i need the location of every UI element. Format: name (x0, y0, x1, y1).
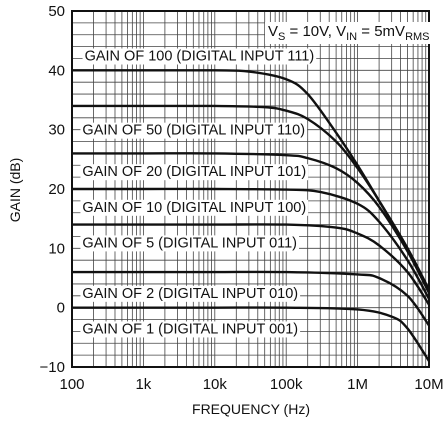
plot-frame (71, 10, 430, 368)
test-conditions-background (265, 22, 433, 44)
x-tick-label: 10M (414, 376, 443, 393)
series-label-background (80, 199, 309, 216)
y-tick-label: 30 (48, 122, 65, 139)
series-label-background (80, 285, 301, 302)
x-tick-label: 1M (347, 376, 368, 393)
series-label-background (80, 321, 301, 338)
y-tick-labels: −10 0 10 20 30 40 50 (40, 3, 65, 376)
series-label-1: GAIN OF 100 (DIGITAL INPUT 111) (82, 48, 317, 65)
y-tick-label: 20 (48, 181, 65, 198)
series-label-background (82, 48, 317, 65)
series-label-text: GAIN OF 50 (DIGITAL INPUT 110) (82, 123, 305, 139)
series-label-text: GAIN OF 10 (DIGITAL INPUT 100) (82, 200, 306, 216)
series-label-background (80, 235, 300, 252)
series-line-3 (72, 152, 431, 294)
y-axis-title: GAIN (dB) (7, 158, 23, 223)
series-label-text: GAIN OF 100 (DIGITAL INPUT 111) (85, 49, 315, 65)
series-labels: GAIN OF 100 (DIGITAL INPUT 111) GAIN OF 5… (80, 48, 317, 338)
series-line-4 (71, 187, 431, 300)
series-label-text: GAIN OF 1 (DIGITAL INPUT 001) (82, 321, 298, 337)
series-label-text: GAIN OF 5 (DIGITAL INPUT 011) (82, 235, 297, 251)
y-tick-label: 10 (48, 240, 65, 257)
x-tick-label: 100 (59, 376, 84, 393)
series-line-5 (72, 223, 431, 306)
series-label-3: GAIN OF 20 (DIGITAL INPUT 101) (80, 164, 309, 181)
series-label-6: GAIN OF 2 (DIGITAL INPUT 010) (80, 285, 301, 302)
series-label-text: GAIN OF 2 (DIGITAL INPUT 010) (82, 286, 298, 302)
series-line-2 (72, 104, 431, 291)
series-line-7 (72, 306, 431, 362)
series-label-2: GAIN OF 50 (DIGITAL INPUT 110) (80, 122, 308, 139)
series-label-4: GAIN OF 10 (DIGITAL INPUT 100) (80, 199, 309, 216)
y-tick-label: 50 (48, 3, 65, 20)
x-tick-labels: 100 1k 10k 100k 1M 10M (59, 376, 443, 393)
x-tick-label: 100k (270, 376, 303, 393)
series-curves (71, 69, 431, 362)
y-tick-label: 40 (48, 62, 65, 79)
x-axis-title: FREQUENCY (Hz) (192, 401, 310, 417)
series-label-5: GAIN OF 5 (DIGITAL INPUT 011) (80, 235, 300, 252)
series-label-background (80, 122, 308, 139)
x-tick-label: 10k (203, 376, 228, 393)
series-label-7: GAIN OF 1 (DIGITAL INPUT 001) (80, 321, 301, 338)
series-label-background (80, 164, 309, 181)
x-tick-label: 1k (135, 376, 151, 393)
test-conditions: VS = 10V, VIN = 5mVRMS (268, 23, 430, 43)
series-label-text: GAIN OF 20 (DIGITAL INPUT 101) (82, 164, 306, 180)
y-tick-label: 0 (57, 300, 65, 317)
series-line-6 (71, 270, 430, 327)
y-tick-label: −10 (40, 359, 65, 376)
